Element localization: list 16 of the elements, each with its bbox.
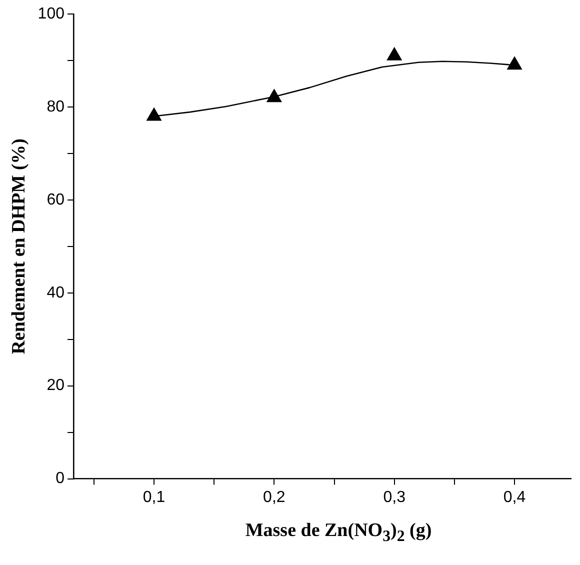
x-tick-label: 0,4 (503, 488, 526, 506)
x-axis-title: Masse de Zn(NO$_{3}$)$_{2}$ (g) (244, 520, 433, 546)
point (266, 89, 282, 102)
y-tick-label: 20 (46, 377, 65, 394)
y-tick-label: 60 (46, 191, 65, 208)
x-tick-label: 0,2 (263, 488, 286, 506)
y-tick-label: 0 (56, 470, 65, 488)
point (146, 108, 162, 121)
point (386, 47, 402, 60)
x-tick-label: 0,1 (142, 488, 166, 506)
y-axis-title: Rendement en DHPM (%) (8, 138, 30, 354)
y-tick-label: 100 (38, 5, 65, 22)
y-tick-label: 80 (46, 98, 65, 116)
y-tick-label: 40 (46, 284, 65, 302)
x-tick-label: 0,3 (383, 488, 406, 506)
point (507, 56, 522, 70)
